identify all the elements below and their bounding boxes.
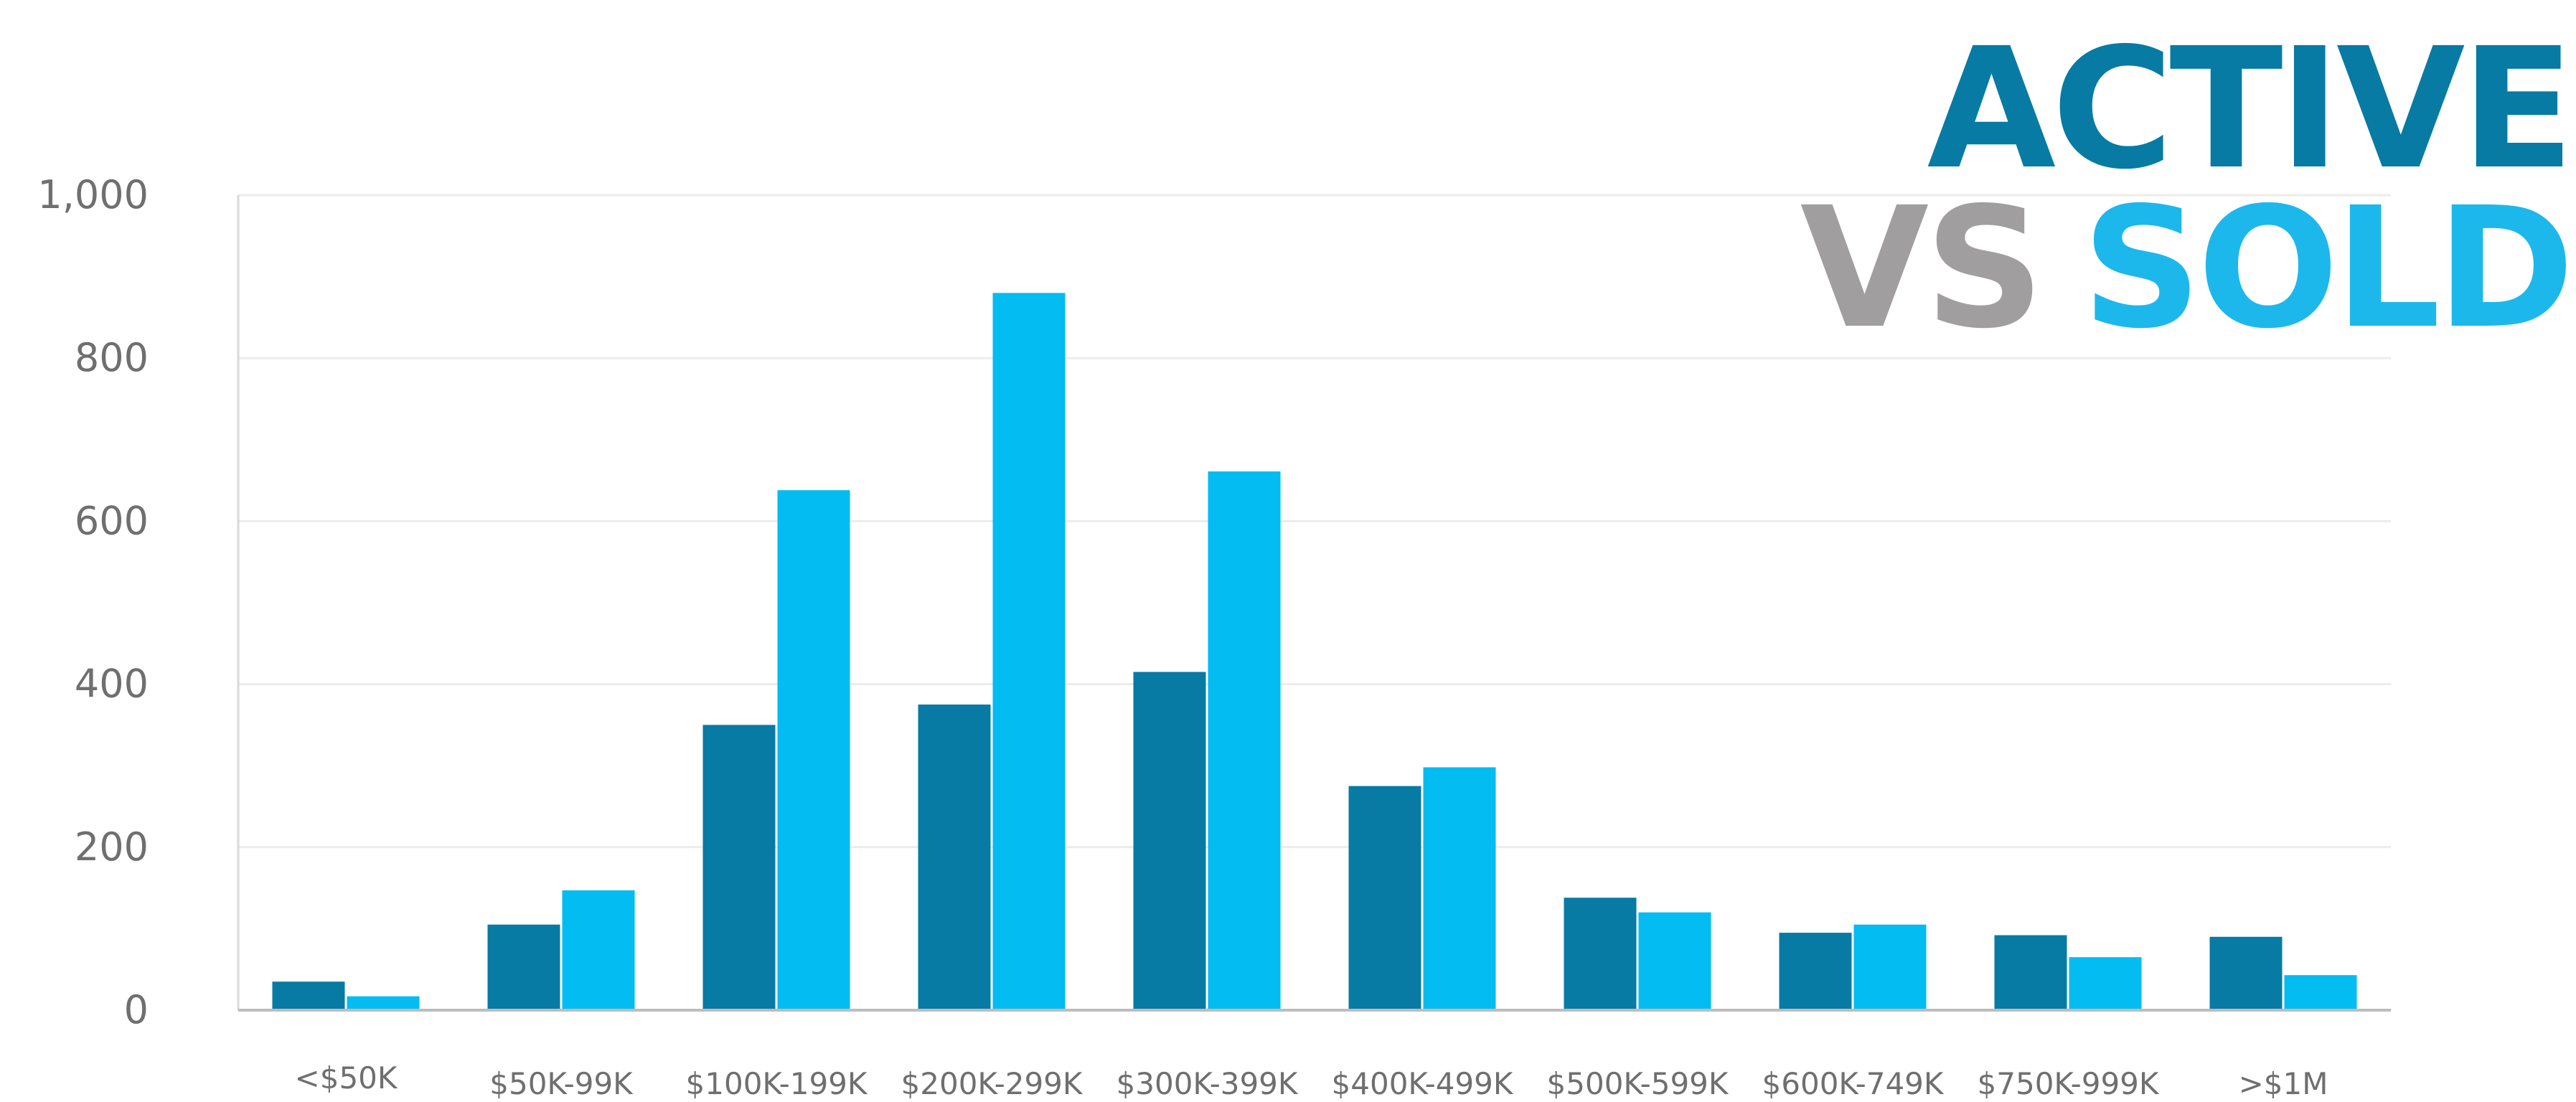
x-tick-label: $500K-599K (1547, 1066, 1729, 1101)
title-vs-word: VS (1800, 171, 2045, 365)
x-axis: <$50K $50K-99K $100K-199K $200K-299K $300K-3… (238, 1009, 2391, 1101)
x-tick-label: $750K-999K (1978, 1066, 2160, 1101)
chart-title-line1: ACTIVE (1927, 26, 2575, 192)
y-tick-label: 0 (124, 987, 149, 1032)
bar-sold (347, 996, 420, 1010)
bar-active (1133, 672, 1206, 1010)
bar-active (487, 924, 560, 1010)
bar-active (1994, 935, 2067, 1010)
bar-sold (2069, 957, 2142, 1010)
x-tick-label: $400K-499K (1332, 1066, 1514, 1101)
title-sold-word: SOLD (2082, 171, 2575, 365)
bar-sold (1853, 924, 1927, 1010)
x-tick-label: $200K-299K (901, 1066, 1083, 1101)
bar-active (1564, 898, 1637, 1010)
y-tick-label: 400 (75, 661, 149, 707)
bar-sold (992, 293, 1066, 1010)
bar-sold (777, 490, 850, 1010)
y-tick-label: 1,000 (37, 172, 149, 217)
bar-active (272, 981, 345, 1010)
x-tick-label: $100K-199K (686, 1066, 868, 1101)
y-axis: 0 200 400 600 800 1,000 (37, 172, 240, 1032)
bar-sold (1638, 912, 1711, 1010)
title-active-word: ACTIVE (1927, 12, 2575, 206)
x-tick-label: $300K-399K (1117, 1066, 1299, 1101)
bar-sold (2284, 975, 2357, 1010)
bar-active (918, 705, 991, 1010)
x-tick-label: >$1M (2239, 1066, 2328, 1101)
y-tick-label: 600 (75, 498, 149, 543)
bar-active (2209, 936, 2283, 1010)
gridlines (238, 194, 2391, 849)
bar-active (1348, 786, 1421, 1010)
bar-active (702, 725, 776, 1010)
x-tick-label: <$50K (295, 1060, 398, 1096)
bar-sold (1423, 767, 1496, 1010)
bar-sold (562, 890, 635, 1010)
chart-title-line2: VS SOLD (1800, 185, 2575, 352)
bar-active (1779, 933, 1852, 1010)
bar-sold (1208, 471, 1281, 1010)
y-tick-label: 200 (75, 824, 149, 870)
bars (272, 293, 2357, 1010)
x-tick-label: $600K-749K (1762, 1066, 1945, 1101)
x-tick-label: $50K-99K (489, 1066, 634, 1101)
y-tick-label: 800 (75, 335, 149, 380)
